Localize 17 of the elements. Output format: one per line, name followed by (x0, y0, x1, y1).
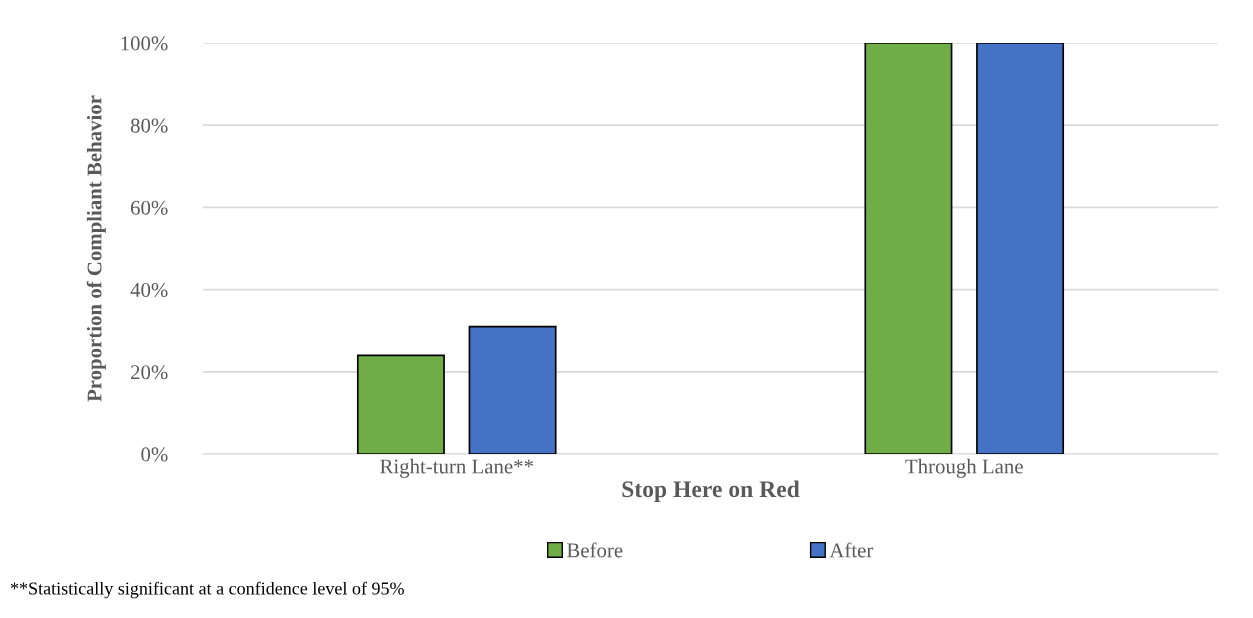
legend-label: Before (567, 542, 623, 558)
x-axis-title: Stop Here on Red (622, 480, 800, 502)
x-tick-label: Through Lane (905, 458, 1023, 478)
bar (864, 43, 953, 454)
y-tick-label: 20% (131, 365, 168, 380)
y-tick-label: 60% (130, 200, 168, 215)
bar (468, 325, 557, 454)
text: **Statistically significant at a confidence level of 95% (10, 581, 404, 599)
x-tick-label: Right-turn Lane** (380, 458, 533, 478)
bar (356, 354, 445, 454)
y-tick-label: 40% (130, 282, 168, 298)
y-tick-label: 0% (141, 447, 168, 462)
bar (976, 43, 1065, 454)
legend-label: After (829, 542, 874, 558)
y-tick-label: 80% (130, 118, 168, 133)
y-axis-title: Proportion of Compliant Behavior (86, 95, 106, 402)
y-tick-label: 100% (121, 36, 168, 51)
